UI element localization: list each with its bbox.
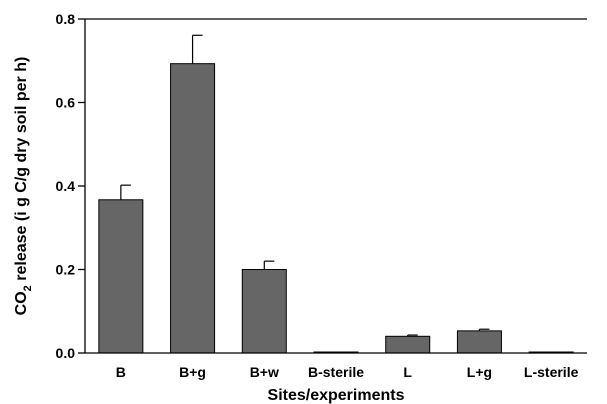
y-axis-ticks: 0.0 0.2 0.4 0.6 0.8 [56,11,85,361]
x-tick-label: B+w [250,364,279,380]
bar [456,330,502,354]
bars [98,63,574,354]
bar [385,335,431,354]
y-tick-label: 0.2 [56,262,76,278]
y-axis-label: CO2 release (i g C/g dry soil per h) [13,57,34,316]
y-tick-label: 0.4 [56,178,76,194]
x-tick-label: L-sterile [524,364,579,380]
y-tick-label: 0.8 [56,11,76,27]
x-tick-label: B [116,364,126,380]
x-axis-ticks: B B+g B+w B-sterile L L+g L-sterile [116,364,579,380]
x-axis-label: Sites/experiments [268,387,405,404]
bar [241,269,287,354]
x-tick-label: B-sterile [308,364,364,380]
error-bars [120,34,490,337]
y-tick-label: 0.6 [56,95,76,111]
bar [98,199,144,354]
x-tick-label: B+g [179,364,206,380]
x-tick-label: L [403,364,412,380]
x-tick-label: L+g [467,364,492,380]
y-tick-label: 0.0 [56,345,76,361]
bar [170,63,216,354]
